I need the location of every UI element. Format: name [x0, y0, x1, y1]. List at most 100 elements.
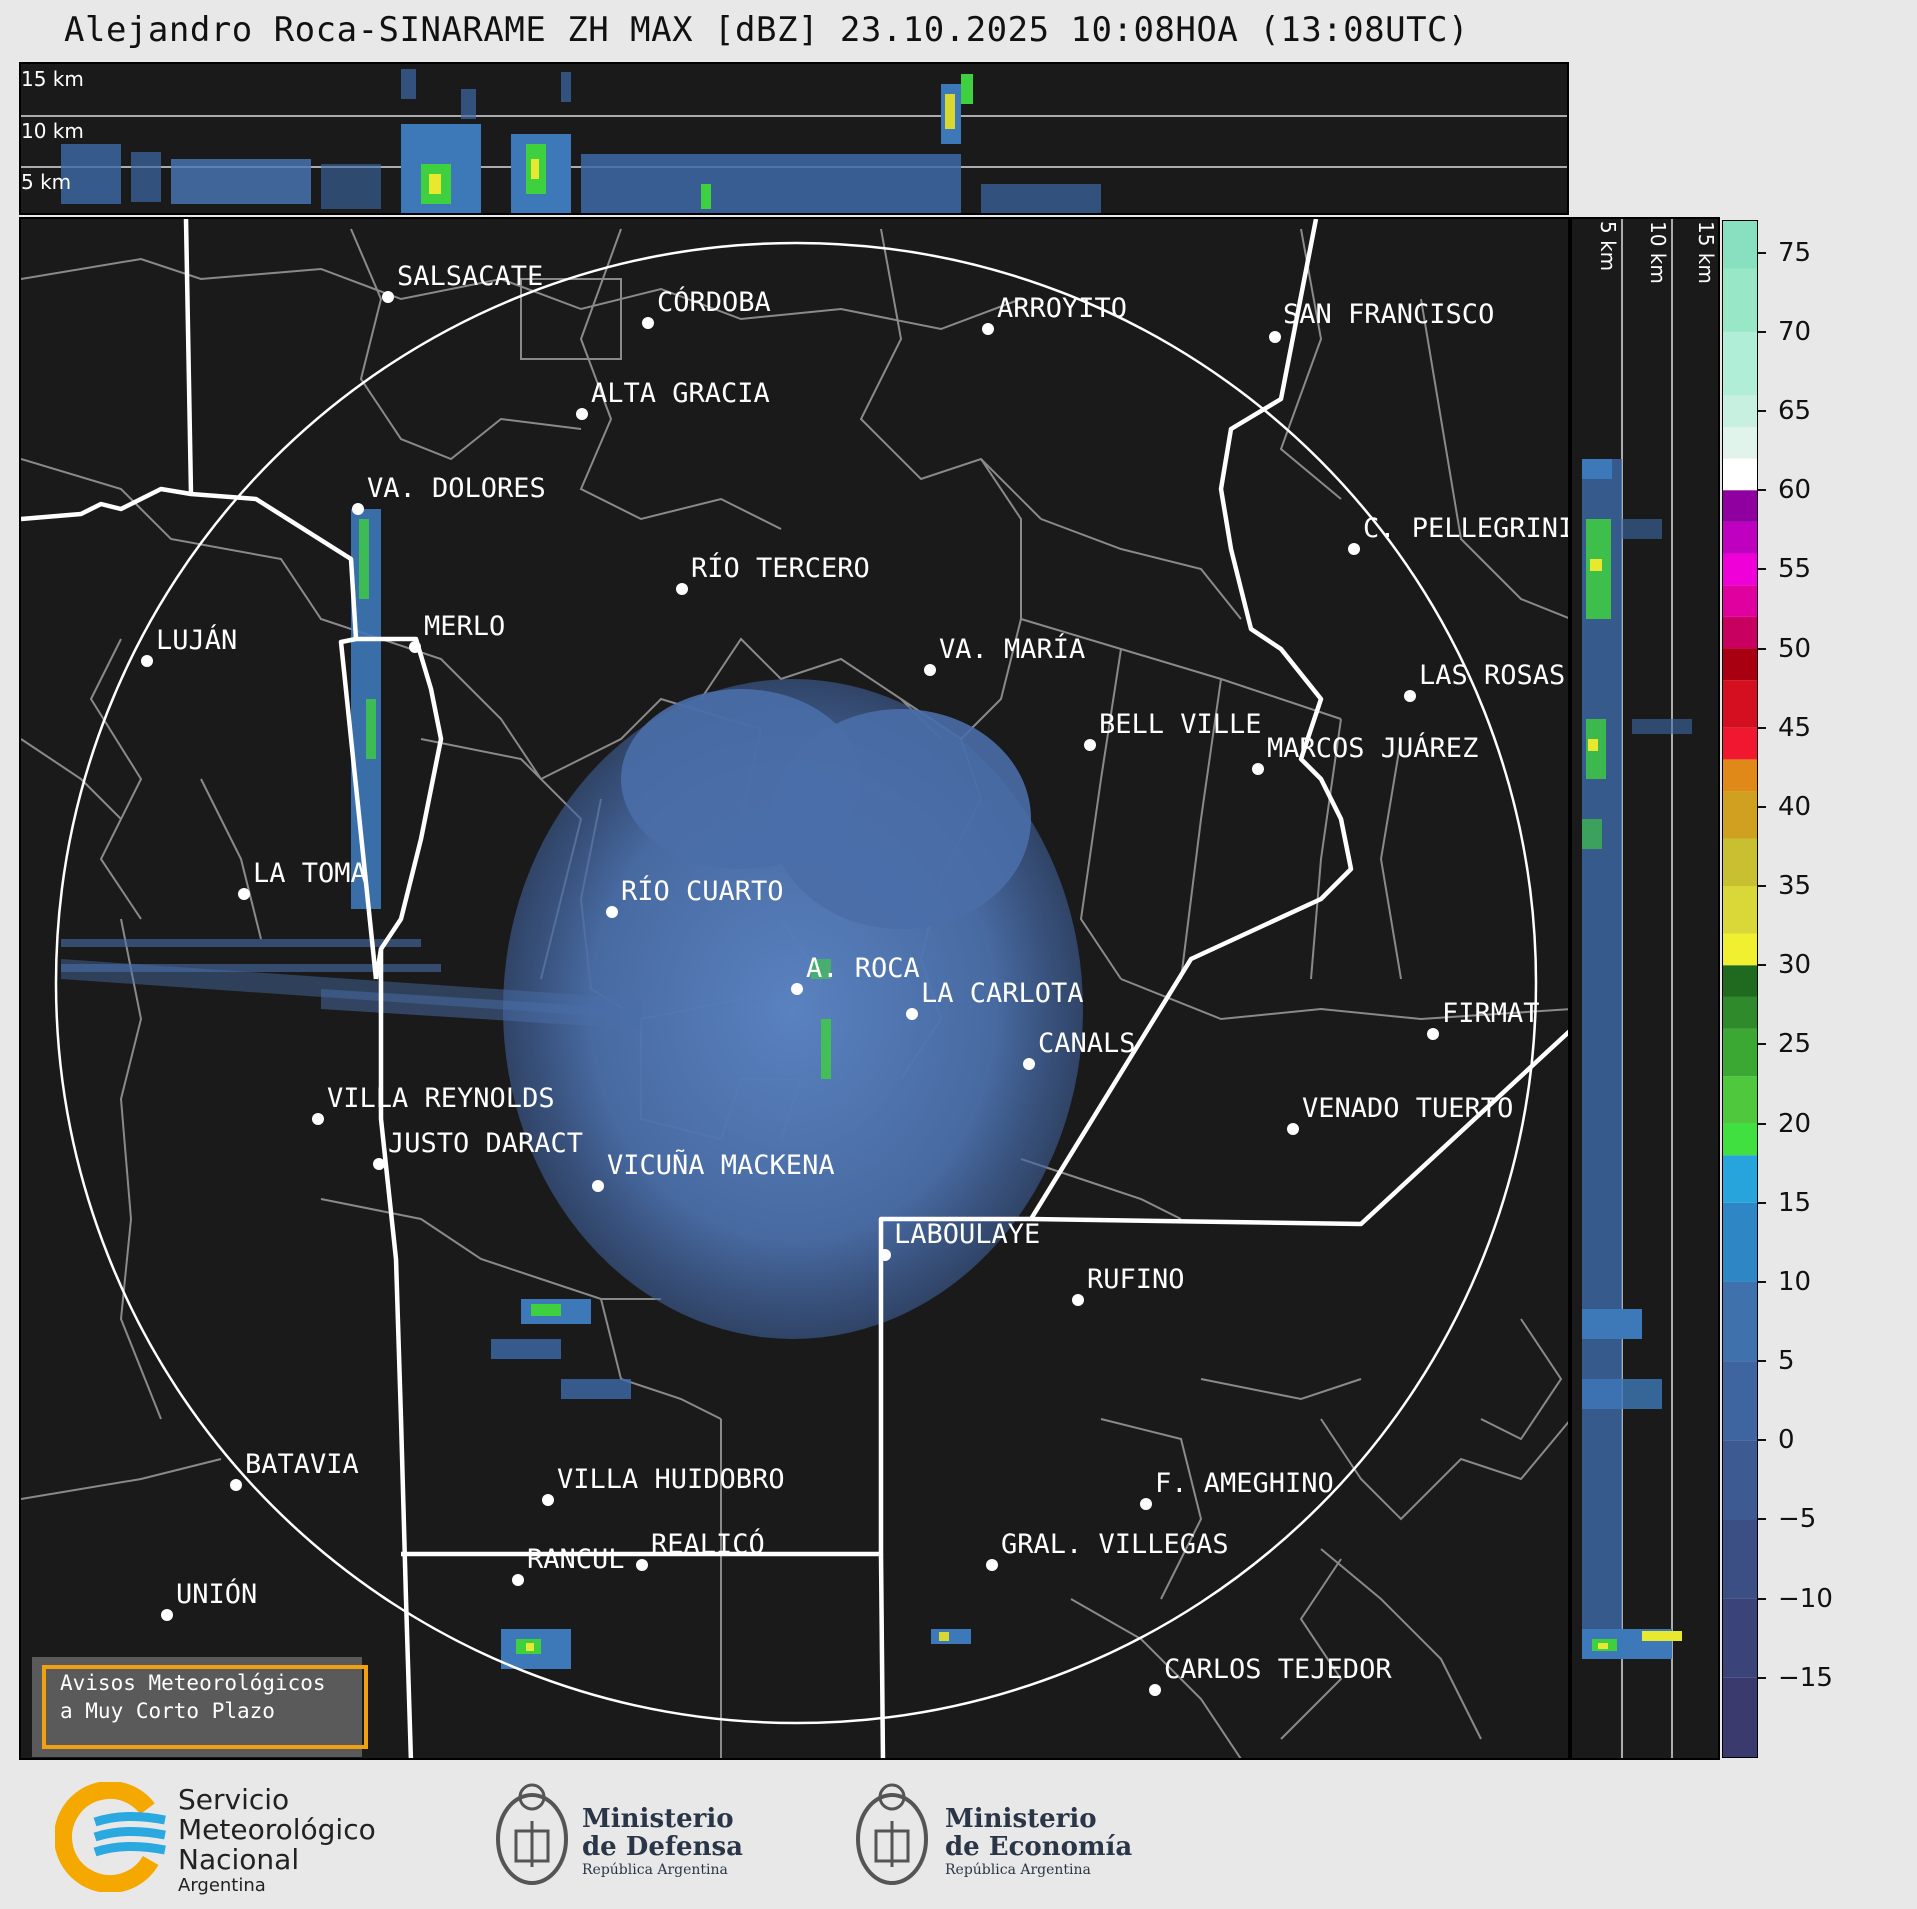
- colorbar-band: [1723, 1028, 1757, 1077]
- city-label-cordoba: CÓRDOBA: [657, 286, 771, 318]
- colorbar-band: [1723, 331, 1757, 396]
- colorbar-tick-label: 15: [1778, 1187, 1812, 1218]
- city-label-va-maria: VA. MARÍA: [939, 633, 1085, 665]
- colorbar-band: [1723, 1076, 1757, 1124]
- colorbar-tick-label: 70: [1778, 316, 1812, 347]
- economia-line1: Ministerio: [945, 1804, 1097, 1834]
- city-label-realico: REALICÓ: [651, 1528, 765, 1560]
- city-dot-merlo: [409, 641, 421, 653]
- colorbar-tick-label: 30: [1778, 950, 1812, 981]
- colorbar-tick-line: [1758, 885, 1766, 888]
- colorbar-tick-label: 20: [1778, 1108, 1812, 1139]
- colorbar-tick-line: [1758, 1439, 1766, 1442]
- colorbar-tick-label: 25: [1778, 1029, 1812, 1060]
- smn-line1: Servicio: [178, 1783, 290, 1816]
- colorbar-tick-label: 40: [1778, 791, 1812, 822]
- city-dot-lujan: [141, 655, 153, 667]
- city-label-union: UNIÓN: [176, 1578, 257, 1610]
- city-dot-batavia: [230, 1479, 242, 1491]
- colorbar-tick-label: 35: [1778, 871, 1812, 902]
- colorbar-band: [1723, 838, 1757, 887]
- radar-echo-field: [61, 509, 1083, 1669]
- colorbar-tick-label: 5: [1778, 1346, 1795, 1377]
- city-label-f-ameghino: F. AMEGHINO: [1155, 1468, 1334, 1499]
- colorbar-tick-line: [1758, 1676, 1766, 1679]
- city-dot-justo-daract: [373, 1158, 385, 1170]
- colorbar-band: [1723, 1519, 1757, 1599]
- city-label-rufino: RUFINO: [1087, 1264, 1185, 1295]
- colorbar-tick-line: [1758, 726, 1766, 729]
- city-dot-villa-huidobro: [542, 1494, 554, 1506]
- colorbar-band: [1723, 1598, 1757, 1678]
- province-boundaries: [21, 219, 1568, 1758]
- colorbar-band: [1723, 1361, 1757, 1441]
- city-label-gral-villegas: GRAL. VILLEGAS: [1001, 1529, 1229, 1560]
- colorbar-band: [1723, 791, 1757, 839]
- city-label-batavia: BATAVIA: [245, 1449, 359, 1480]
- city-dot-alta-gracia: [576, 408, 588, 420]
- city-dot-c-pellegrini: [1348, 543, 1360, 555]
- city-dot-a-roca: [791, 983, 803, 995]
- defensa-line1: Ministerio: [582, 1804, 734, 1834]
- city-dot-las-rosas: [1404, 690, 1416, 702]
- top-alt-15km: 15 km: [21, 67, 84, 91]
- city-markers: SALSACATE CÓRDOBA ARROYITO SAN FRANCISCO ALT…: [141, 261, 1570, 1696]
- colorbar-tick-line: [1758, 1122, 1766, 1125]
- city-dot-carlos-tejedor: [1149, 1684, 1161, 1696]
- colorbar-band: [1723, 1202, 1757, 1282]
- city-dot-rancul: [512, 1574, 524, 1586]
- economia-line2: de Economía: [945, 1832, 1133, 1862]
- side-echo-field: [1582, 459, 1692, 1659]
- city-dot-firmat: [1427, 1028, 1439, 1040]
- colorbar-band: [1723, 996, 1757, 1029]
- colorbar-tick-line: [1758, 330, 1766, 333]
- city-label-c-pellegrini: C. PELLEGRINI: [1363, 513, 1570, 544]
- city-dot-rio-cuarto: [606, 906, 618, 918]
- colorbar-band: [1723, 221, 1757, 269]
- defensa-line2: de Defensa: [582, 1832, 743, 1862]
- city-dot-marcos-juarez: [1252, 763, 1264, 775]
- colorbar-tick-label: 75: [1778, 237, 1812, 268]
- city-label-villa-huidobro: VILLA HUIDOBRO: [557, 1464, 785, 1495]
- side-alt-15km: 15 km: [1694, 221, 1718, 284]
- colorbar-tick-line: [1758, 1597, 1766, 1600]
- colorbar-tick-line: [1758, 647, 1766, 650]
- colorbar-band: [1723, 268, 1757, 332]
- city-label-marcos-juarez: MARCOS JUÁREZ: [1267, 732, 1478, 764]
- city-dot-salsacate: [382, 291, 394, 303]
- colorbar-band: [1723, 426, 1757, 459]
- city-label-canals: CANALS: [1038, 1028, 1136, 1059]
- radar-map-svg: SALSACATE CÓRDOBA ARROYITO SAN FRANCISCO ALT…: [21, 219, 1570, 1758]
- colorbar-tick-label: 0: [1778, 1425, 1795, 1456]
- city-dot-gral-villegas: [986, 1559, 998, 1571]
- aviso-box[interactable]: Avisos Meteorológicos a Muy Corto Plazo: [32, 1657, 368, 1757]
- city-dot-f-ameghino: [1140, 1498, 1152, 1510]
- colorbar-band: [1723, 616, 1757, 649]
- colorbar-tick-label: 65: [1778, 396, 1812, 427]
- aviso-line1: Avisos Meteorológicos: [60, 1671, 326, 1695]
- city-label-rio-tercero: RÍO TERCERO: [691, 552, 870, 584]
- smn-logo-icon: [55, 1782, 166, 1892]
- colorbar-tick-label: 55: [1778, 554, 1812, 585]
- colorbar-tick-line: [1758, 251, 1766, 254]
- colorbar: [1722, 220, 1758, 1758]
- smn-line2: Meteorológico: [178, 1813, 376, 1846]
- colorbar-tick-line: [1758, 1043, 1766, 1046]
- colorbar-tick-line: [1758, 805, 1766, 808]
- colorbar-tick-label: 60: [1778, 475, 1812, 506]
- city-dot-cordoba: [642, 317, 654, 329]
- city-dot-venado-tuerto: [1287, 1123, 1299, 1135]
- defensa-line3: República Argentina: [582, 1862, 728, 1878]
- side-alt-5km: 5 km: [1596, 221, 1620, 272]
- city-label-las-rosas: LAS ROSAS: [1419, 660, 1565, 691]
- colorbar-band: [1723, 933, 1757, 966]
- city-label-vicuna-mackena: VICUÑA MACKENA: [607, 1149, 835, 1181]
- smn-line3: Nacional: [178, 1843, 300, 1876]
- top-cross-section-panel: 15 km 10 km 5 km: [19, 62, 1569, 215]
- city-label-firmat: FIRMAT: [1442, 998, 1540, 1029]
- colorbar-ticks: 75 70 65 60 55 50 45 40 35 30 25 20 15 10 5 0 −5 −10 −15: [1758, 220, 1878, 1758]
- colorbar-band: [1723, 965, 1757, 997]
- city-label-rancul: RANCUL: [527, 1544, 625, 1575]
- colorbar-band: [1723, 1677, 1757, 1757]
- aviso-line2: a Muy Corto Plazo: [60, 1699, 275, 1723]
